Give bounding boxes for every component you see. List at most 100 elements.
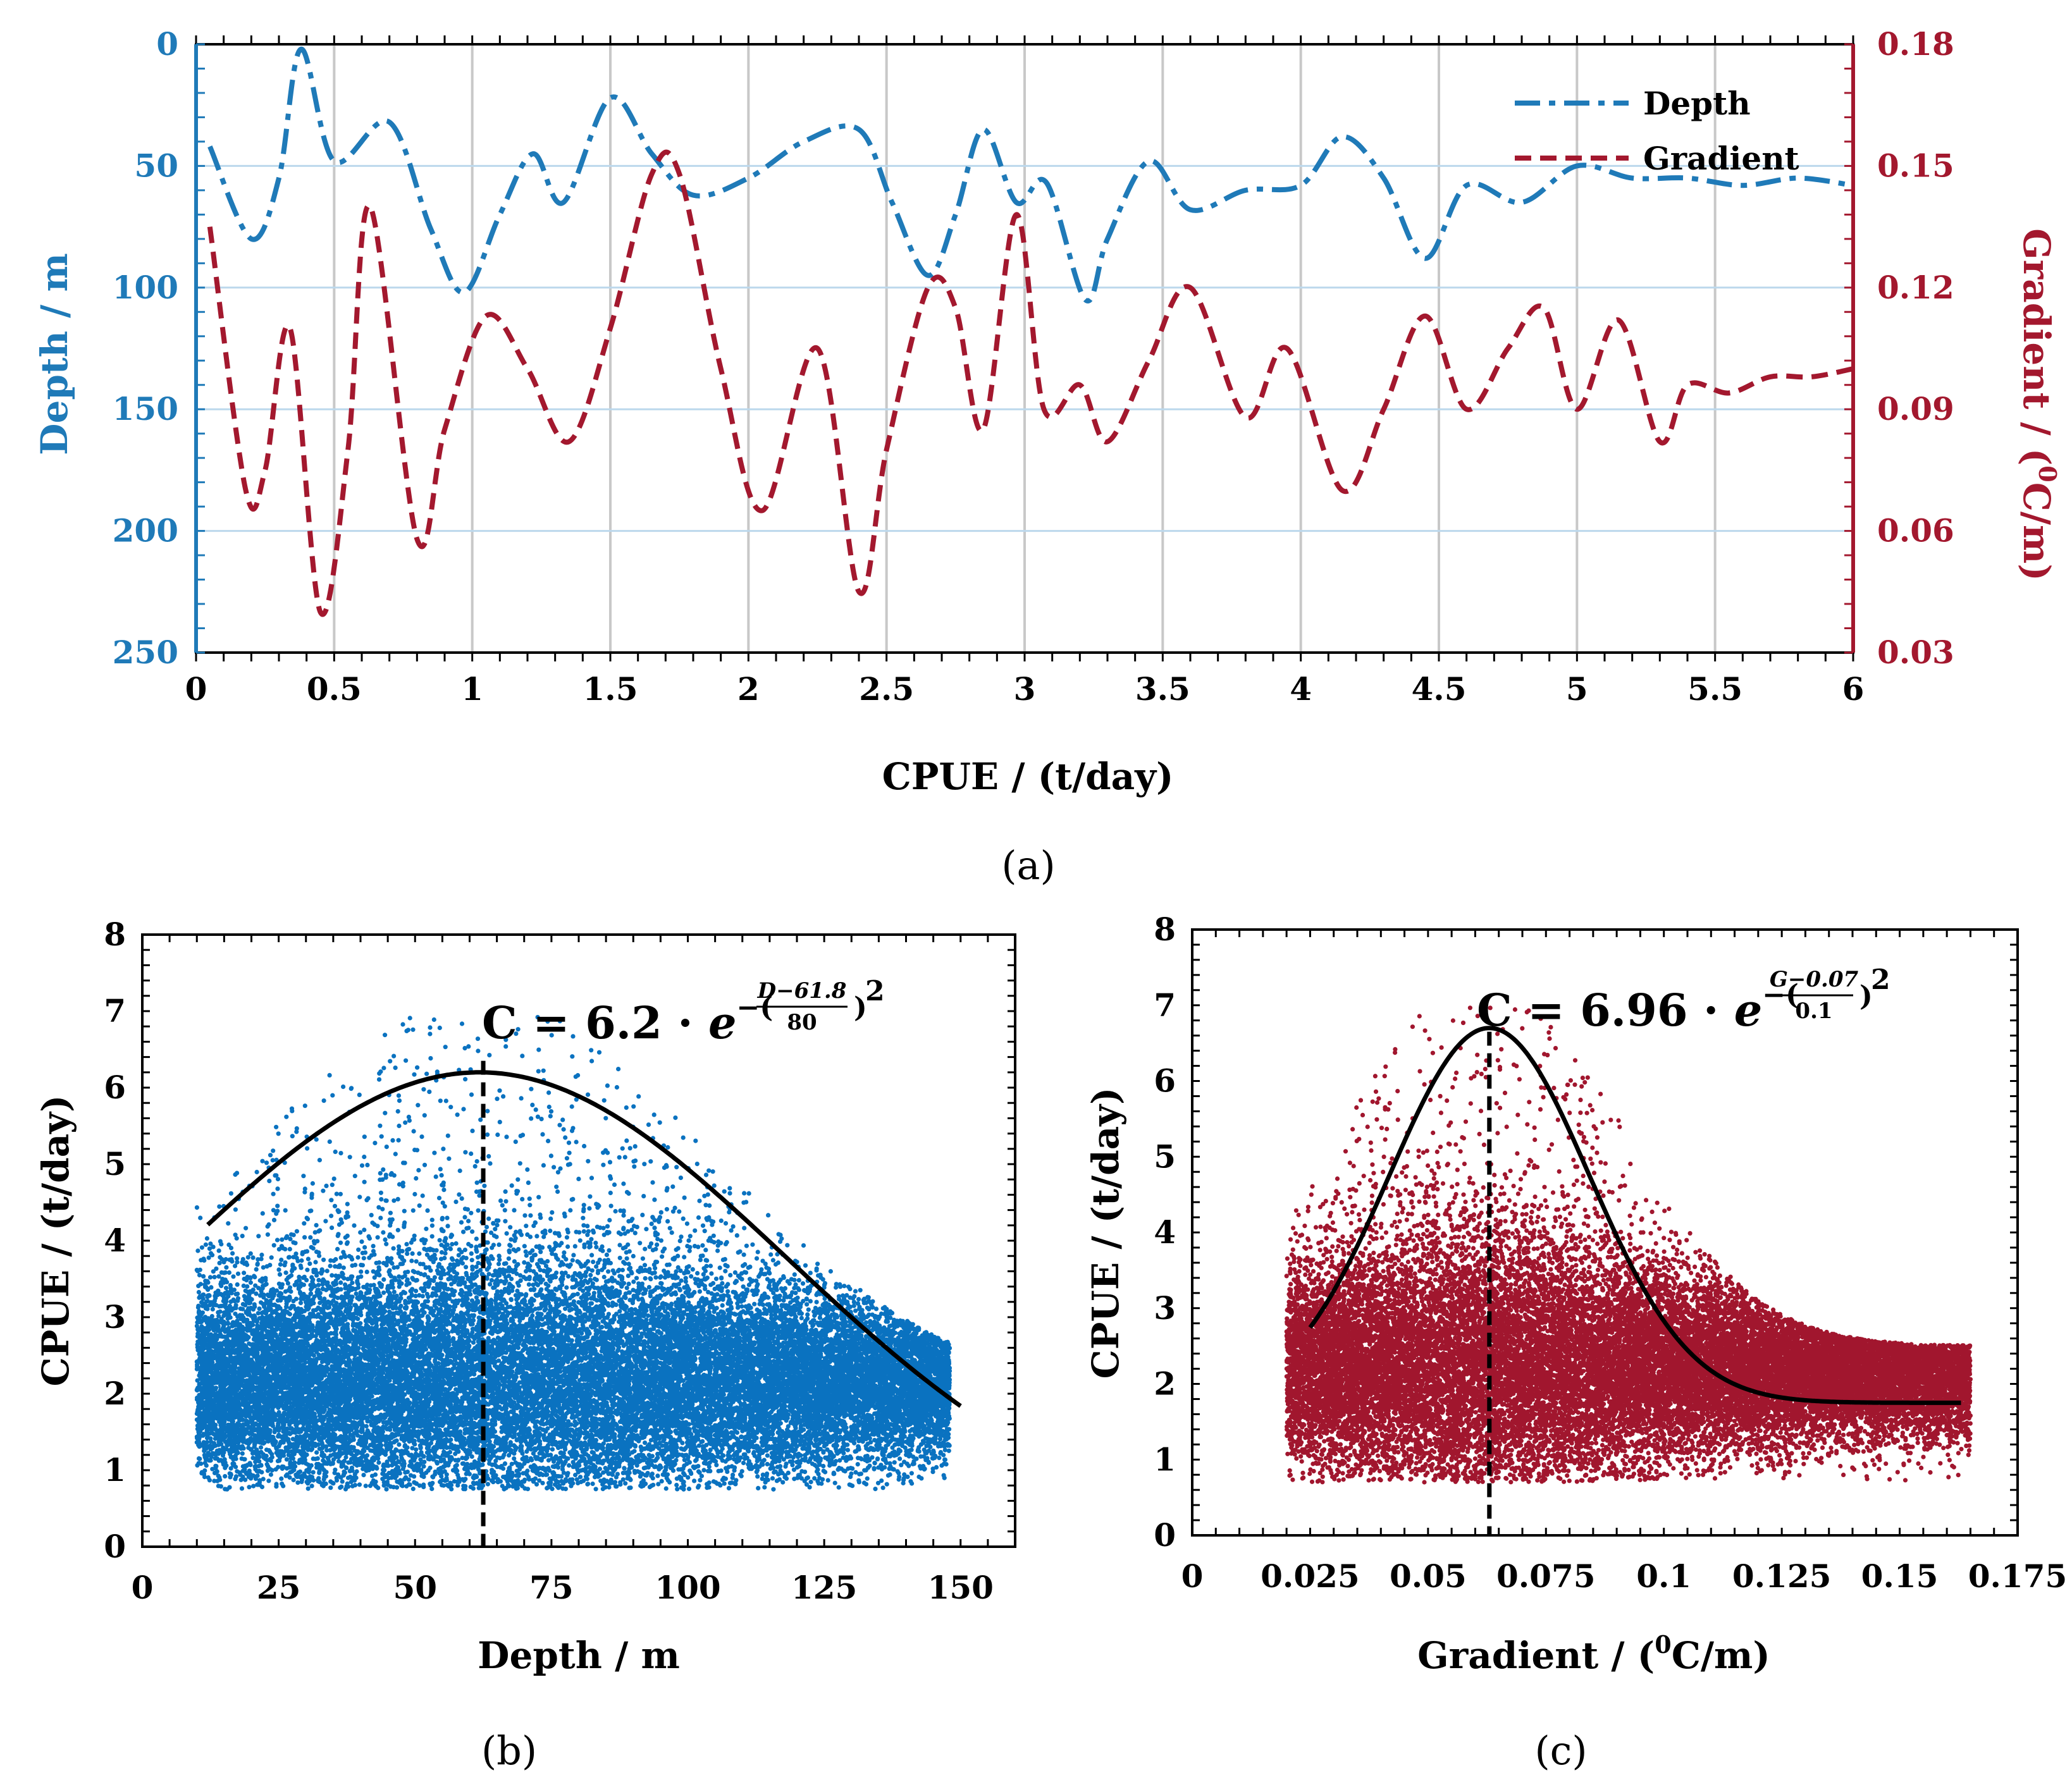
chart-c-ytick-label: 2 [1154, 1365, 1176, 1403]
chart-a-xtick-label: 5 [1566, 670, 1588, 708]
chart-a-ticks: 0 0.5 1 1.5 2 2.5 3 3.5 4 4.5 5 5.5 6 0 50 100 150 200 250… [113, 25, 1954, 708]
chart-c-ytick-label: 0 [1154, 1516, 1176, 1554]
chart-b-ylabel: CPUE / (t/day) [34, 1095, 77, 1387]
chart-c-ytick-label: 6 [1154, 1062, 1176, 1100]
chart-a: 0 0.5 1 1.5 2 2.5 3 3.5 4 4.5 5 5.5 6 0 50 100 150 200 250… [33, 25, 2062, 888]
chart-b-xtick-label: 125 [791, 1569, 857, 1606]
chart-c-ylabel: CPUE / (t/day) [1084, 1088, 1127, 1379]
chart-b-xlabel: Depth / m [478, 1634, 680, 1677]
chart-b-ticks: 0 25 50 75 100 125 150 0 1 2 3 4 5 6 7 8 [104, 916, 1016, 1606]
chart-b-xtick-label: 0 [132, 1569, 154, 1606]
chart-c-xtick-label: 0.075 [1496, 1557, 1596, 1595]
chart-b-scatter-points [194, 1014, 953, 1492]
chart-b-ytick-label: 8 [104, 916, 126, 953]
legend-depth-label: Depth [1643, 85, 1751, 122]
chart-c-scatter-cloud [1284, 1005, 1973, 1485]
equation-part: e [708, 997, 737, 1049]
chart-b-xtick-label: 50 [393, 1569, 437, 1606]
chart-c-xtick-label: 0.175 [1968, 1557, 2068, 1595]
chart-a-ytick-left-label: 200 [113, 512, 178, 550]
chart-b-fit [206, 1060, 962, 1547]
chart-a-series-depth [207, 46, 1854, 304]
panel-label-b: (b) [481, 1728, 537, 1774]
chart-c-fit [1308, 1026, 1961, 1535]
chart-b-eq-power: 2 [865, 975, 885, 1007]
chart-c-eq-close: ) [1859, 980, 1873, 1012]
chart-c-xtick-label: 0.125 [1732, 1557, 1832, 1595]
chart-a-ytick-right-label: 0.12 [1877, 269, 1954, 306]
chart-c-fit-curve [1308, 1026, 1961, 1405]
chart-b-eq-denominator: 80 [787, 1010, 817, 1035]
chart-b-ytick-label: 1 [104, 1451, 126, 1489]
chart-c-ytick-label: 5 [1154, 1138, 1176, 1175]
chart-b-ytick-label: 0 [104, 1528, 126, 1565]
chart-a-xtick-label: 3 [1014, 670, 1036, 708]
chart-c-ytick-label: 3 [1154, 1289, 1176, 1327]
chart-a-xtick-label: 2.5 [859, 670, 914, 708]
chart-a-xtick-label: 5.5 [1687, 670, 1742, 708]
chart-c-xlabel-prefix: Gradient / ( [1417, 1634, 1655, 1677]
chart-a-ytick-left-label: 250 [113, 634, 178, 671]
legend-gradient-label: Gradient [1643, 140, 1799, 177]
chart-a-ylabel-right: Gradient / (0C/m) [2015, 228, 2062, 581]
chart-c-ticks: 0 0.025 0.05 0.075 0.1 0.125 0.15 0.175 0 1 2 3 4 5 6 7… [1154, 911, 2067, 1595]
chart-a-ytick-right-label: 0.03 [1877, 634, 1954, 671]
chart-c-scatter-points [1284, 1005, 1973, 1485]
chart-c-eq-power: 2 [1871, 964, 1890, 996]
chart-b: 0 25 50 75 100 125 150 0 1 2 3 4 5 6 7 8 Depth / m CPUE… [34, 916, 1016, 1774]
chart-b-xtick-label: 150 [928, 1569, 994, 1606]
chart-b-scatter-cloud [194, 1014, 953, 1492]
chart-c-ytick-label: 8 [1154, 911, 1176, 948]
chart-a-xtick-label: 1.5 [583, 670, 638, 708]
equation-part: e [1734, 984, 1763, 1036]
chart-c: 0 0.025 0.05 0.075 0.1 0.125 0.15 0.175 0 1 2 3 4 5 6 7… [1084, 911, 2067, 1774]
chart-c-equation: C = 6.96 · e−( [1477, 979, 1799, 1036]
chart-c-ytick-label: 1 [1154, 1440, 1176, 1478]
chart-c-xlabel-suffix: C/m) [1672, 1634, 1770, 1677]
chart-b-fit-curve [206, 1070, 962, 1408]
chart-a-ylabel-right-prefix: Gradient / ( [2015, 228, 2058, 465]
chart-a-legend: Depth Gradient [1515, 85, 1799, 177]
chart-c-eq-numerator: G−0.07 [1770, 967, 1859, 992]
chart-c-xlabel: Gradient / (0C/m) [1417, 1630, 1770, 1677]
chart-a-ytick-left-label: 0 [156, 25, 178, 63]
chart-b-xtick-label: 75 [529, 1569, 574, 1606]
chart-b-ytick-label: 2 [104, 1375, 126, 1412]
chart-a-xtick-label: 2 [737, 670, 760, 708]
chart-b-xtick-label: 100 [655, 1569, 720, 1606]
chart-c-ytick-label: 7 [1154, 986, 1176, 1024]
chart-c-xlabel-sup: 0 [1655, 1630, 1671, 1659]
chart-c-xtick-label: 0 [1181, 1557, 1204, 1595]
chart-a-ylabel-right-sup: 0 [2033, 465, 2062, 482]
chart-b-equation: C = 6.2 · e−( [482, 992, 773, 1049]
equation-part: C = 6.96 · [1477, 984, 1734, 1036]
chart-b-ytick-label: 7 [104, 992, 126, 1029]
chart-c-xtick-label: 0.1 [1636, 1557, 1691, 1595]
chart-a-ytick-left-label: 50 [134, 147, 178, 184]
chart-a-ytick-left-label: 100 [113, 269, 178, 306]
chart-a-xtick-label: 0.5 [307, 670, 362, 708]
chart-a-ytick-right-label: 0.18 [1877, 25, 1954, 63]
chart-c-xtick-label: 0.025 [1261, 1557, 1360, 1595]
chart-a-xtick-label: 3.5 [1135, 670, 1190, 708]
chart-b-ytick-label: 3 [104, 1298, 126, 1336]
chart-a-xlabel: CPUE / (t/day) [882, 755, 1174, 798]
chart-a-xtick-label: 0 [185, 670, 207, 708]
chart-b-ytick-label: 5 [104, 1145, 126, 1182]
chart-b-xtick-label: 25 [257, 1569, 301, 1606]
chart-b-eq-numerator: D−61.8 [757, 978, 847, 1004]
chart-a-ylabel-right-suffix: C/m) [2015, 482, 2058, 581]
panel-label-a: (a) [1001, 842, 1055, 888]
chart-b-ytick-label: 6 [104, 1069, 126, 1106]
chart-c-eq-denominator: 0.1 [1795, 998, 1832, 1024]
chart-a-xtick-label: 6 [1842, 670, 1865, 708]
chart-a-series-gradient [207, 149, 1854, 617]
chart-b-eq-close: ) [854, 992, 867, 1024]
chart-a-ytick-right-label: 0.06 [1877, 512, 1954, 550]
chart-a-xtick-label: 1 [461, 670, 483, 708]
chart-a-xtick-label: 4 [1290, 670, 1312, 708]
chart-c-ytick-label: 4 [1154, 1213, 1176, 1251]
chart-c-xtick-label: 0.05 [1390, 1557, 1467, 1595]
panel-label-c: (c) [1534, 1728, 1587, 1774]
